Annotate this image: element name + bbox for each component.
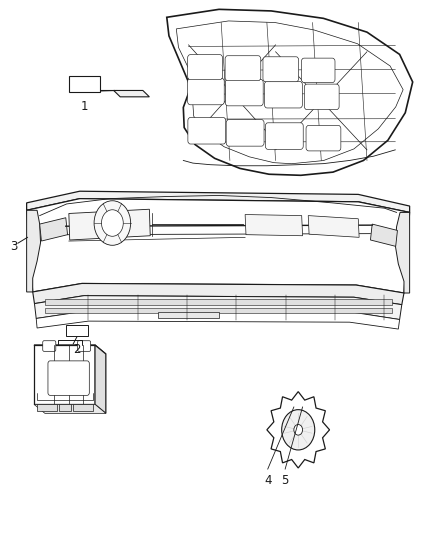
Polygon shape (395, 213, 410, 293)
Circle shape (282, 410, 315, 450)
Polygon shape (267, 392, 329, 468)
Polygon shape (371, 224, 397, 246)
FancyBboxPatch shape (306, 125, 341, 151)
Polygon shape (69, 76, 100, 92)
Polygon shape (167, 10, 413, 175)
FancyBboxPatch shape (304, 84, 339, 110)
Polygon shape (37, 405, 57, 411)
Polygon shape (36, 311, 399, 329)
Text: 5: 5 (282, 474, 289, 487)
Polygon shape (59, 405, 71, 411)
Polygon shape (35, 296, 402, 319)
Polygon shape (40, 217, 67, 241)
FancyBboxPatch shape (48, 361, 89, 395)
FancyBboxPatch shape (265, 82, 302, 108)
Polygon shape (27, 191, 410, 213)
FancyBboxPatch shape (187, 55, 223, 79)
FancyBboxPatch shape (43, 341, 56, 351)
FancyBboxPatch shape (225, 56, 261, 80)
Polygon shape (66, 325, 88, 336)
Polygon shape (158, 312, 219, 318)
Polygon shape (33, 284, 404, 305)
Polygon shape (34, 405, 106, 414)
Polygon shape (308, 216, 359, 237)
FancyBboxPatch shape (187, 78, 224, 105)
FancyBboxPatch shape (45, 300, 392, 305)
FancyBboxPatch shape (45, 308, 392, 313)
FancyBboxPatch shape (78, 341, 91, 351)
Text: 4: 4 (264, 474, 272, 487)
Text: 1: 1 (81, 100, 88, 113)
Circle shape (294, 424, 303, 435)
FancyBboxPatch shape (226, 119, 264, 146)
Polygon shape (245, 215, 303, 236)
Polygon shape (34, 345, 106, 354)
Circle shape (94, 201, 131, 245)
Text: 3: 3 (10, 240, 18, 253)
Text: 2: 2 (74, 343, 81, 356)
FancyBboxPatch shape (225, 79, 263, 106)
Polygon shape (27, 199, 410, 293)
Polygon shape (69, 209, 150, 240)
FancyBboxPatch shape (301, 58, 335, 83)
Polygon shape (34, 345, 95, 405)
Polygon shape (114, 91, 149, 97)
Polygon shape (27, 211, 41, 292)
FancyBboxPatch shape (188, 117, 226, 144)
Circle shape (102, 210, 123, 236)
Polygon shape (73, 405, 93, 411)
FancyBboxPatch shape (263, 57, 299, 82)
FancyBboxPatch shape (265, 123, 303, 149)
Polygon shape (95, 345, 106, 414)
